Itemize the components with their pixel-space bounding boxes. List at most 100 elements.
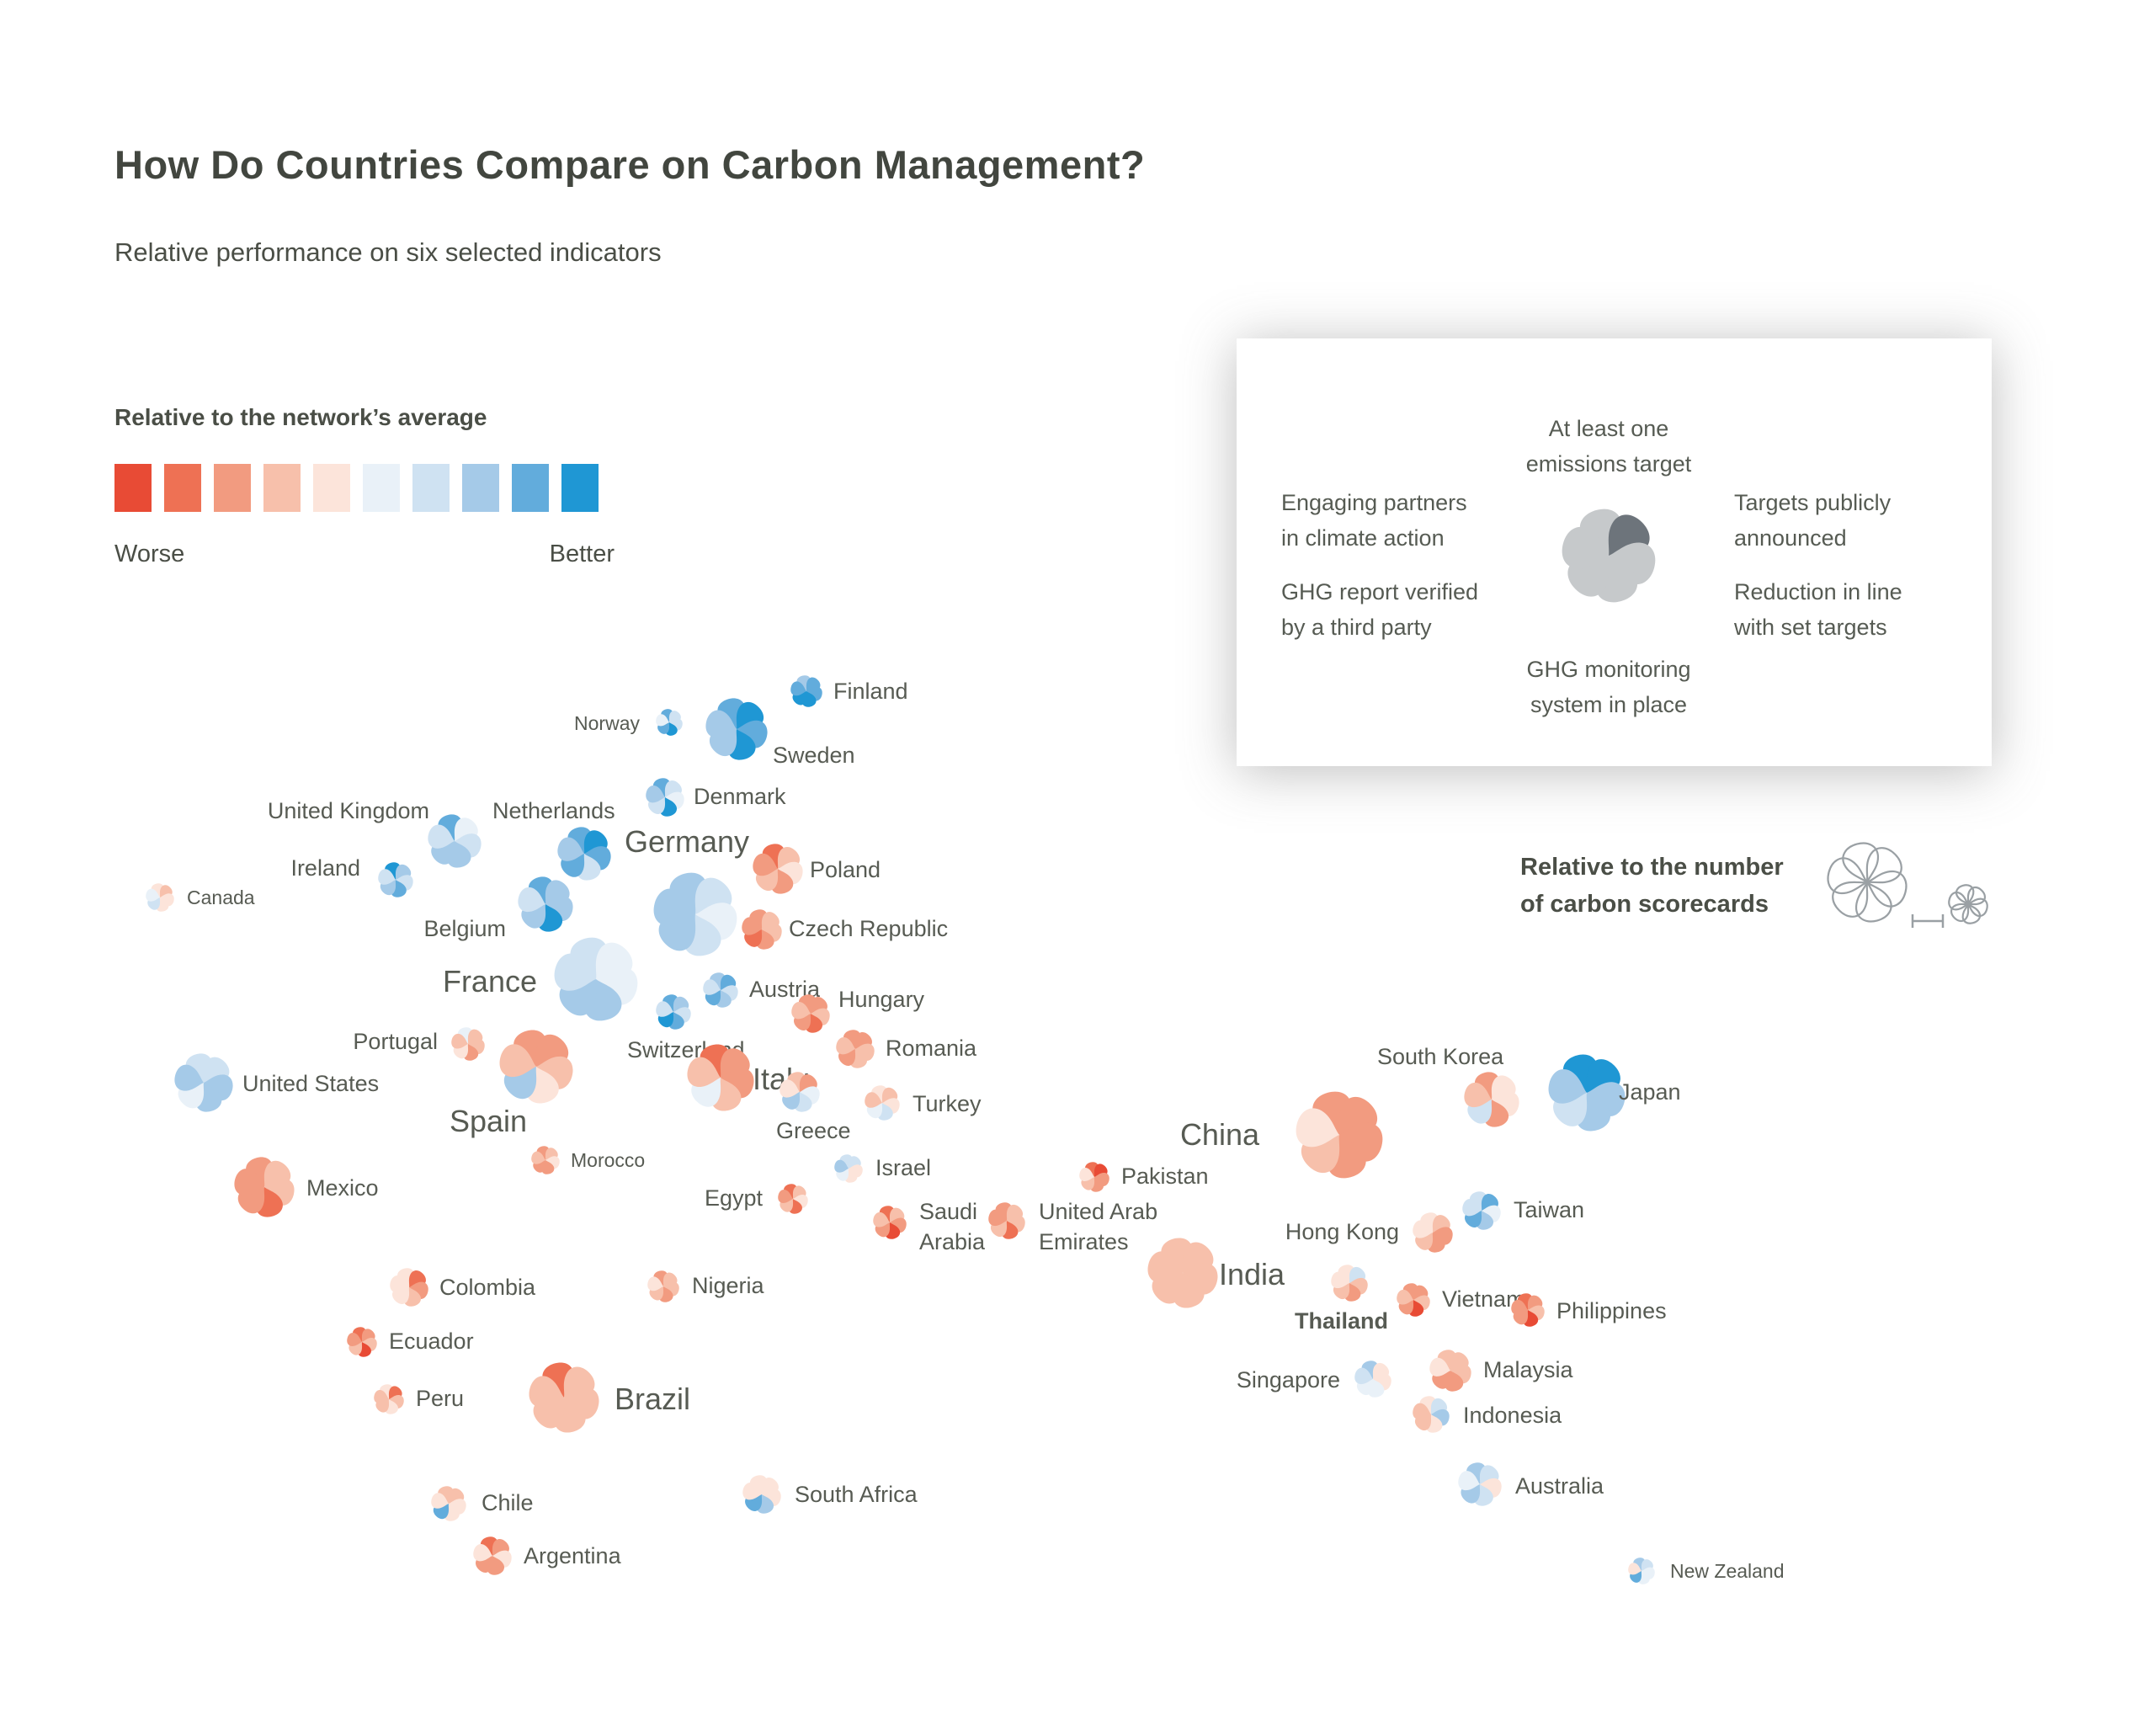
country-label-ireland: Ireland — [290, 855, 360, 881]
size-legend-small-flower-icon — [1948, 884, 1988, 924]
flower-netherlands — [557, 827, 611, 881]
petal-at-least-one-emissions-target — [1842, 842, 1880, 884]
network-legend-title: Relative to the network’s average — [114, 404, 487, 430]
country-label-brazil: Brazil — [615, 1382, 690, 1416]
country-label-chile: Chile — [482, 1490, 534, 1515]
flower-australia — [1458, 1462, 1502, 1506]
petal-engaging-partners-in-climate-action — [234, 1169, 264, 1195]
country-label-germany: Germany — [625, 824, 749, 859]
petal-engaging-partners-in-climate-action — [1147, 1251, 1183, 1283]
flower-belgium — [518, 876, 573, 932]
country-label-morocco: Morocco — [571, 1149, 645, 1171]
legend-example-flower — [1562, 509, 1656, 603]
color-scale-swatch — [164, 464, 201, 512]
petal-targets-publicly-announced — [1865, 847, 1902, 884]
country-label-norway: Norway — [574, 712, 640, 734]
flower-argentina — [473, 1536, 512, 1575]
flower-ecuador — [347, 1327, 377, 1357]
flower-germany — [653, 872, 737, 956]
country-label-mexico: Mexico — [306, 1175, 379, 1201]
country-label-argentina: Argentina — [524, 1543, 622, 1568]
color-scale-better-label: Better — [549, 541, 615, 567]
petal-engaging-partners-in-climate-action — [1462, 1198, 1482, 1217]
country-label-peru: Peru — [416, 1386, 464, 1411]
country-label-new-zealand: New Zealand — [1670, 1560, 1785, 1582]
country-label-canada: Canada — [187, 887, 255, 908]
flower-sweden — [705, 698, 768, 760]
flower-new-zealand — [1628, 1558, 1655, 1584]
petal-engaging-partners-in-climate-action — [1628, 1563, 1642, 1575]
color-scale-swatch — [512, 464, 549, 512]
size-scale-bracket-icon — [1911, 914, 1945, 928]
country-label-saudi-arabia: Saudi — [919, 1199, 977, 1224]
flower-thailand — [1331, 1265, 1368, 1302]
flower-morocco — [531, 1146, 560, 1174]
color-scale-swatch — [114, 464, 152, 512]
country-label-philippines: Philippines — [1556, 1298, 1667, 1323]
petal-engaging-partners-in-climate-action — [687, 1057, 721, 1087]
flower-pakistan — [1079, 1162, 1109, 1192]
flower-south-korea — [1464, 1072, 1519, 1127]
country-label-malaysia: Malaysia — [1483, 1357, 1574, 1382]
petal-engaging-partners-in-climate-action — [865, 1092, 882, 1108]
indicator-right-bottom-label: Reduction in line with set targets — [1734, 579, 1902, 640]
petal-engaging-partners-in-climate-action — [646, 785, 665, 803]
flower-south-africa — [742, 1475, 781, 1514]
country-label-saudi-arabia: Arabia — [919, 1229, 986, 1254]
petal-engaging-partners-in-climate-action — [1562, 526, 1609, 569]
petal-engaging-partners-in-climate-action — [1548, 1068, 1587, 1104]
petal-engaging-partners-in-climate-action — [1397, 1289, 1413, 1305]
flower-vietnam — [1397, 1283, 1430, 1317]
petal-reduction-in-line-with-set-targets — [1966, 897, 1988, 918]
flower-czech-republic — [742, 909, 782, 950]
flower-taiwan — [1462, 1191, 1501, 1230]
petal-engaging-partners-in-climate-action — [378, 869, 396, 885]
indicator-bottom-label: GHG monitoring system in place — [1526, 657, 1691, 717]
country-label-hong-kong: Hong Kong — [1285, 1219, 1399, 1244]
country-label-india: India — [1219, 1257, 1285, 1291]
country-label-thailand: Thailand — [1295, 1308, 1388, 1334]
color-scale-swatch — [561, 464, 599, 512]
petal-engaging-partners-in-climate-action — [451, 1033, 468, 1049]
petal-engaging-partners-in-climate-action — [1827, 857, 1869, 895]
petal-engaging-partners-in-climate-action — [647, 1276, 663, 1291]
country-label-united-arab-emirates: Emirates — [1039, 1229, 1129, 1254]
indicator-left-top-label: Engaging partners in climate action — [1281, 490, 1467, 551]
flower-france — [554, 937, 638, 1021]
flower-ireland — [378, 862, 413, 897]
flower-portugal — [451, 1027, 485, 1061]
flower-colombia — [390, 1268, 428, 1307]
petal-ghg-monitoring-system-in-place — [1961, 903, 1982, 924]
petal-engaging-partners-in-climate-action — [791, 1001, 811, 1020]
petal-reduction-in-line-with-set-targets — [1865, 870, 1908, 908]
color-scale-swatch — [462, 464, 499, 512]
flower-saudi-arabia — [873, 1206, 907, 1239]
petal-engaging-partners-in-climate-action — [554, 953, 596, 991]
country-label-poland: Poland — [810, 857, 881, 882]
flower-poland — [753, 844, 803, 894]
page-title: How Do Countries Compare on Carbon Manag… — [114, 142, 1146, 187]
petal-engaging-partners-in-climate-action — [778, 1190, 793, 1203]
country-label-ecuador: Ecuador — [389, 1329, 474, 1354]
country-label-australia: Australia — [1515, 1473, 1604, 1499]
color-scale — [114, 464, 599, 512]
indicator-legend-card: At least one emissions target Engaging p… — [1237, 338, 1992, 766]
country-label-portugal: Portugal — [353, 1029, 438, 1054]
petal-engaging-partners-in-climate-action — [1413, 1220, 1433, 1238]
country-label-nigeria: Nigeria — [692, 1273, 765, 1298]
petal-engaging-partners-in-climate-action — [988, 1209, 1007, 1227]
flower-chile — [431, 1486, 466, 1521]
petal-engaging-partners-in-climate-action — [1413, 1403, 1431, 1420]
petal-ghg-monitoring-system-in-place — [1854, 881, 1892, 923]
petal-engaging-partners-in-climate-action — [374, 1390, 389, 1403]
color-scale-worse-label: Worse — [114, 541, 185, 567]
country-label-indonesia: Indonesia — [1463, 1403, 1562, 1428]
petal-engaging-partners-in-climate-action — [499, 1044, 536, 1078]
petal-engaging-partners-in-climate-action — [705, 710, 737, 738]
flower-denmark — [646, 778, 684, 817]
flower-canada — [146, 883, 174, 912]
country-label-hungary: Hungary — [838, 987, 925, 1012]
petal-engaging-partners-in-climate-action — [1948, 891, 1970, 911]
petal-engaging-partners-in-climate-action — [742, 917, 762, 935]
